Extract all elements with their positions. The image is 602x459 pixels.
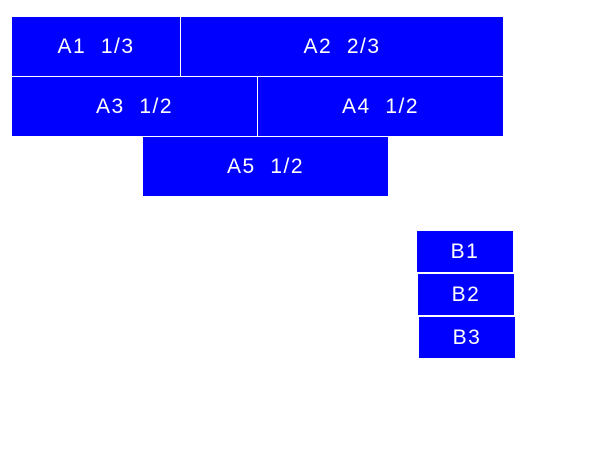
block-b3-label: B3 — [452, 325, 482, 349]
block-b1-label: B1 — [450, 239, 480, 263]
block-b2-label: B2 — [451, 282, 481, 306]
block-a2[interactable]: A2 2/3 — [181, 17, 503, 76]
block-a1-label: A1 1/3 — [57, 34, 135, 58]
block-a5[interactable]: A5 1/2 — [143, 137, 388, 196]
block-a3-label: A3 1/2 — [95, 94, 174, 118]
block-a1[interactable]: A1 1/3 — [12, 17, 180, 76]
block-b3[interactable]: B3 — [419, 317, 515, 358]
block-a2-label: A2 2/3 — [303, 34, 381, 58]
block-b2[interactable]: B2 — [418, 274, 514, 315]
block-a4[interactable]: A4 1/2 — [258, 77, 503, 136]
block-a4-label: A4 1/2 — [341, 94, 420, 118]
block-a5-label: A5 1/2 — [226, 154, 305, 178]
block-b1[interactable]: B1 — [417, 231, 513, 272]
block-a3[interactable]: A3 1/2 — [12, 77, 257, 136]
